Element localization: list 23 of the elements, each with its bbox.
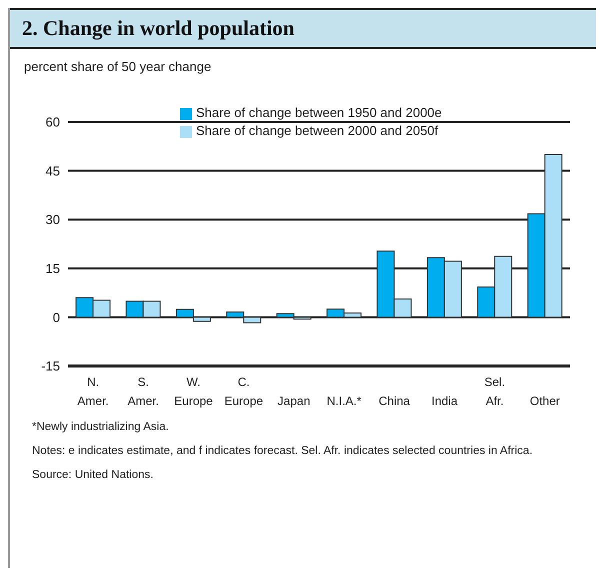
y-axis-title: percent share of 50 year change [24,59,212,74]
y-tick-label: -15 [41,358,60,374]
x-tick-label: W. Europe [174,375,214,408]
legend-label: Share of change between 1950 and 2000e [196,105,442,120]
chart-title: 2. Change in world population [10,8,596,49]
y-tick-label: 15 [46,261,60,276]
x-tick-label: Japan [278,394,310,408]
source-note: Source: United Nations. [32,468,154,483]
x-tick-label: Other [530,394,560,408]
x-tick-label: China [378,394,410,408]
text: Notes: e indicates estimate, and f indicates forecast. Sel. Afr. indicates selected countries in Africa. [32,444,534,459]
x-tick-label: N.I.A.* [326,394,362,408]
x-tick-label: C. Europe [224,375,264,408]
x-tick-label: N. Amer. [77,375,109,408]
y-tick-label: 60 [46,114,60,130]
y-tick-label: 45 [46,163,60,178]
x-tick-label: India [431,394,458,408]
y-tick-label: 30 [46,212,60,228]
x-tick-label: Sel. Afr. [484,375,506,408]
x-tick-label: S. Amer. [128,375,159,408]
y-tick-label: 0 [52,310,60,325]
text: *Newly industrializing Asia. [32,420,170,435]
legend-label: Share of change between 2000 and 2050f [196,123,438,138]
